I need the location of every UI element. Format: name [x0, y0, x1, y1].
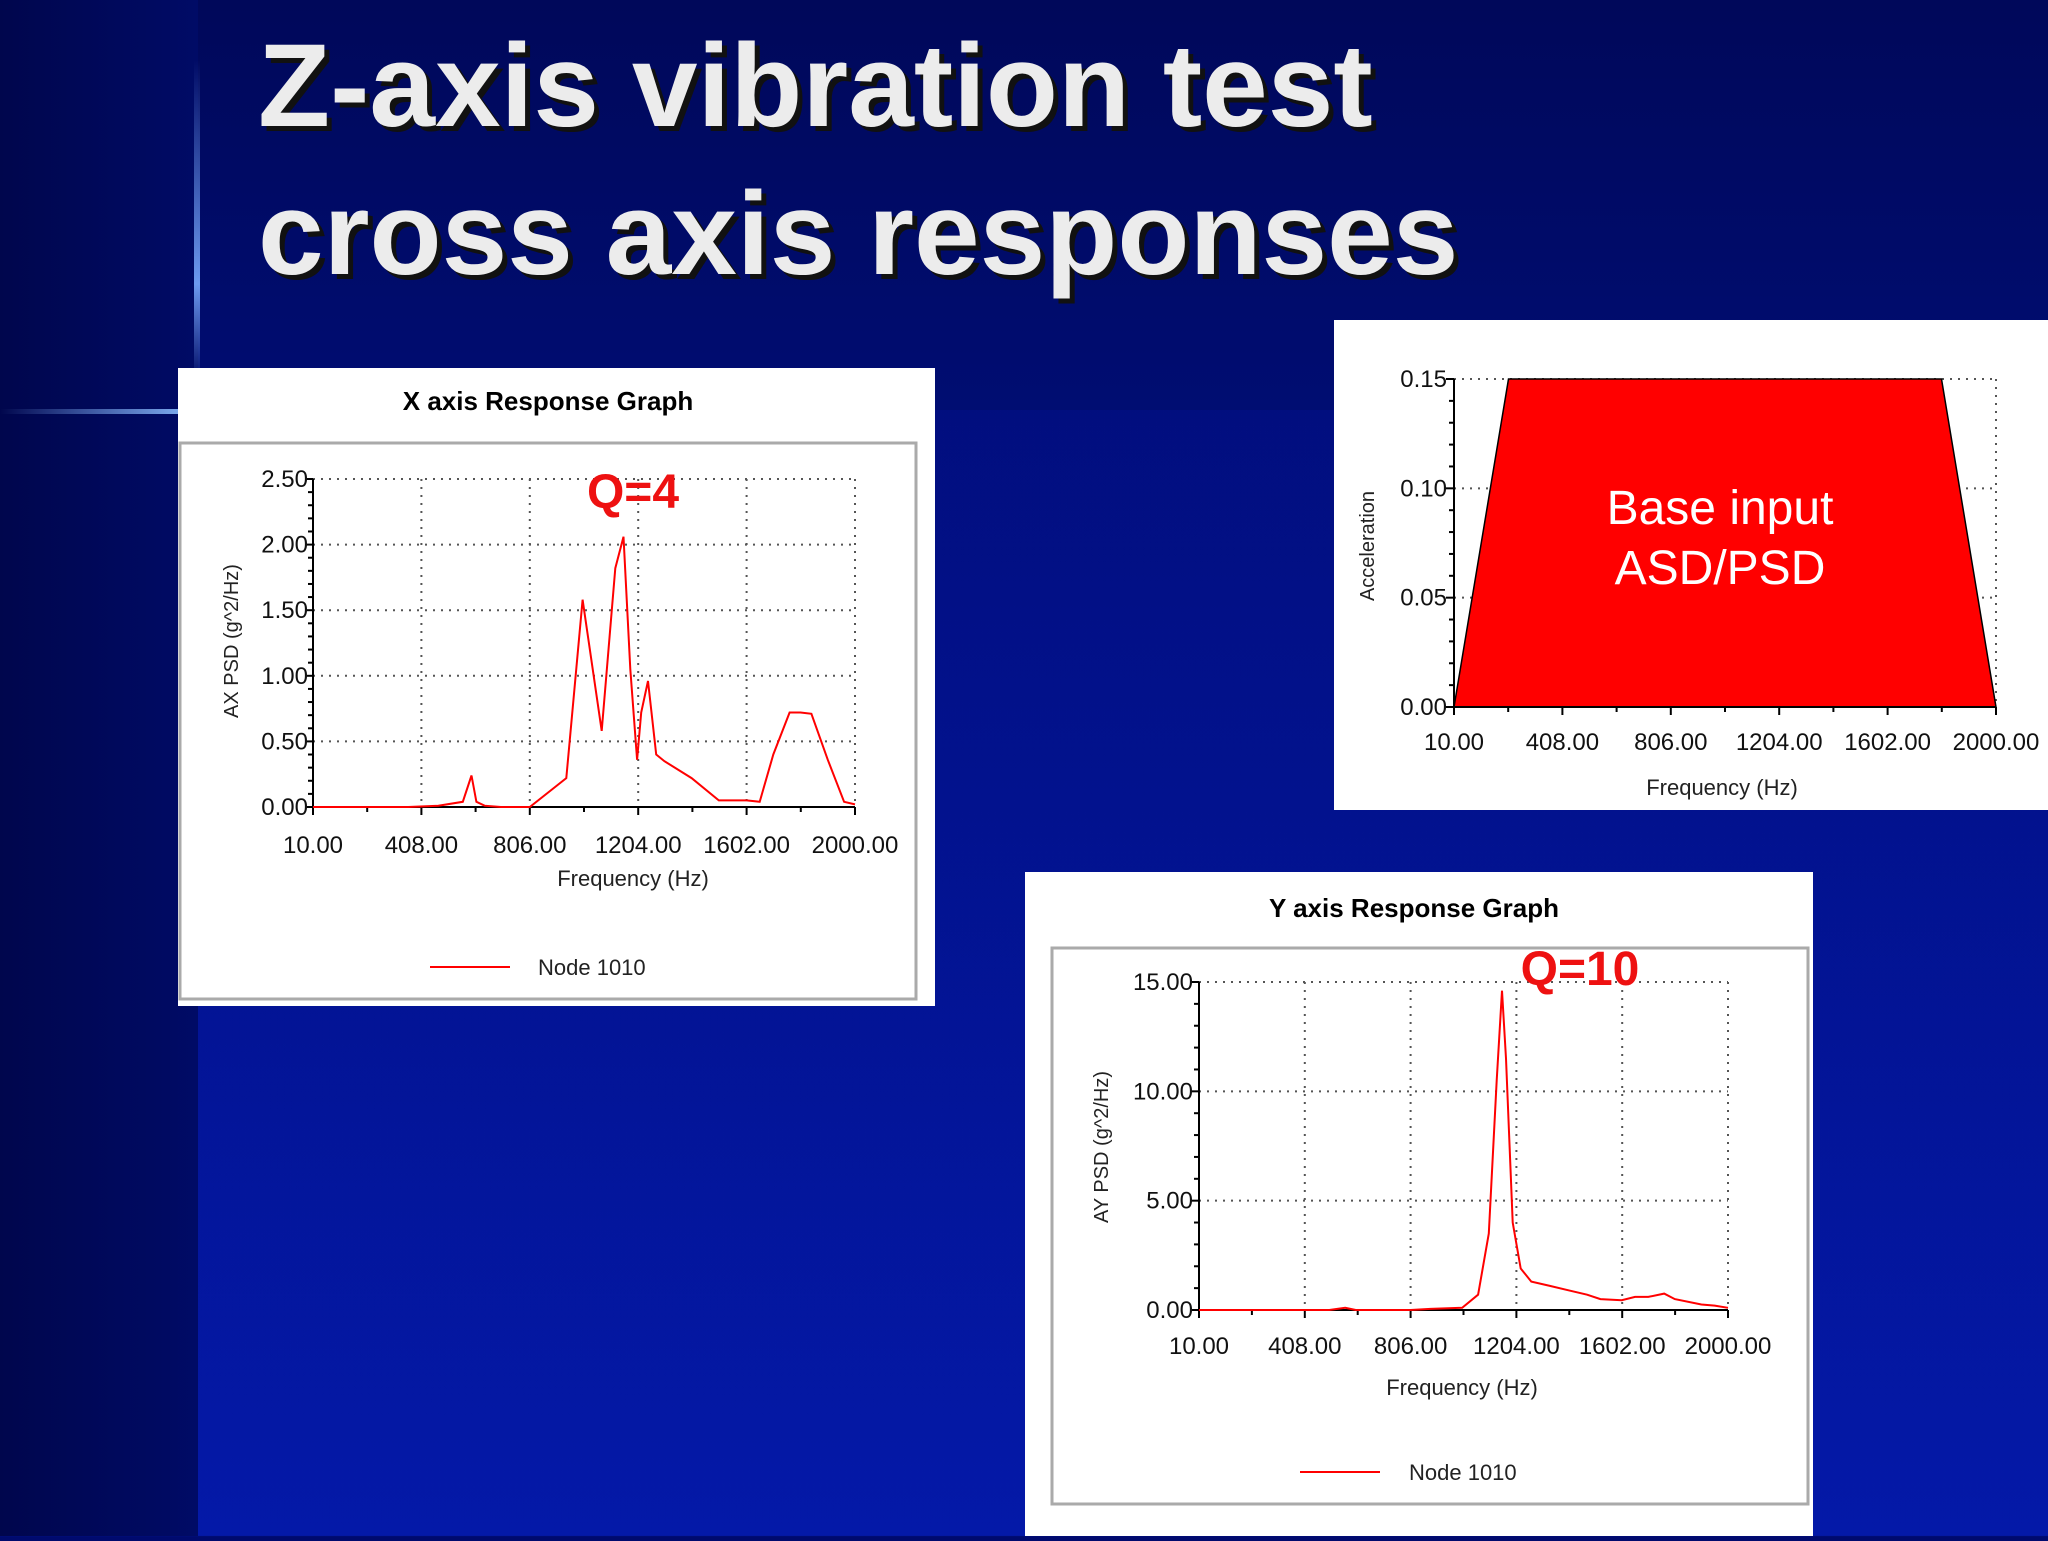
chart-label-line-1: Base input	[1607, 482, 1834, 535]
grid	[1199, 981, 1729, 1310]
decorative-glow-vertical	[194, 60, 200, 380]
x-tick-labels: 10.00 408.00 806.00 1204.00 1602.00 2000.00	[283, 832, 898, 859]
y-axis-label: AX PSD (g^2/Hz)	[221, 564, 243, 718]
q-annotation: Q=10	[1521, 943, 1640, 996]
base-input-chart-panel: 10.00 408.00 806.00 1204.00 1602.00 2000.00 0…	[1334, 320, 2048, 810]
x-tick-label: 1602.00	[1844, 729, 1931, 756]
x-tick-label: 2000.00	[1685, 1333, 1772, 1360]
x-tick-label: 408.00	[385, 832, 458, 859]
y-axis-chart: Y axis Response Graph 10.00 408.00 806.00 1…	[1050, 893, 1810, 1506]
y-axis-label: Acceleration	[1357, 491, 1379, 601]
chart-title: Y axis Response Graph	[1269, 893, 1559, 923]
x-tick-label: 10.00	[1424, 729, 1484, 756]
x-tick-label: 2000.00	[812, 832, 899, 859]
x-tick-label: 10.00	[1169, 1333, 1229, 1360]
x-tick-labels: 10.00 408.00 806.00 1204.00 1602.00 2000.00	[1424, 729, 2039, 756]
chart-frame-unused	[186, 443, 920, 1006]
x-tick-labels: 10.00 408.00 806.00 1204.00 1602.00 2000.00	[1169, 1333, 1771, 1360]
y-tick-label: 2.50	[261, 466, 308, 493]
series-line-node-1010	[313, 536, 856, 808]
series-line-node-1010	[1199, 990, 1729, 1311]
x-tick-label: 806.00	[1374, 1333, 1447, 1360]
x-tick-label: 408.00	[1526, 729, 1599, 756]
y-tick-label: 5.00	[1146, 1188, 1193, 1215]
y-tick-label: 0.05	[1400, 585, 1447, 612]
y-tick-label: 1.00	[261, 663, 308, 690]
x-tick-label: 806.00	[493, 832, 566, 859]
chart-title: X axis Response Graph	[403, 386, 693, 416]
y-tick-label: 0.00	[1400, 694, 1447, 721]
axes	[1191, 981, 1729, 1318]
x-axis-chart: X axis Response Graph 10.00 408.00 806.00 1…	[178, 386, 920, 1006]
y-tick-label: 0.15	[1400, 366, 1447, 393]
x-axis-label: Frequency (Hz)	[557, 866, 709, 891]
slide-title-line-1: Z-axis vibration test	[258, 20, 1373, 152]
x-axis-label: Frequency (Hz)	[1646, 775, 1798, 800]
y-tick-label: 0.00	[261, 794, 308, 821]
plot-frame	[1050, 946, 1810, 1506]
x-tick-label: 1602.00	[1579, 1333, 1666, 1360]
chart-label-line-2: ASD/PSD	[1615, 542, 1826, 595]
axes	[1446, 378, 1997, 715]
y-tick-label: 0.10	[1400, 475, 1447, 502]
x-tick-label: 1602.00	[703, 832, 790, 859]
x-tick-label: 10.00	[283, 832, 343, 859]
x-axis-label: Frequency (Hz)	[1386, 1375, 1538, 1400]
x-tick-label: 1204.00	[1736, 729, 1823, 756]
legend-label: Node 1010	[538, 955, 646, 980]
x-tick-label: 1204.00	[595, 832, 682, 859]
decorative-glow-horizontal	[0, 409, 260, 414]
slide-left-band	[0, 0, 198, 1536]
base-input-chart: 10.00 408.00 806.00 1204.00 1602.00 2000.00 0…	[1357, 366, 2039, 800]
x-tick-label: 2000.00	[1953, 729, 2040, 756]
axes	[305, 478, 856, 815]
y-tick-label: 0.50	[261, 728, 308, 755]
y-axis-chart-panel: Y axis Response Graph 10.00 408.00 806.00 1…	[1025, 872, 1813, 1536]
plot-frame	[178, 441, 918, 1001]
y-axis-label: AY PSD (g^2/Hz)	[1091, 1071, 1113, 1223]
y-tick-label: 2.00	[261, 532, 308, 559]
slide-title: Z-axis vibration test cross axis respons…	[258, 12, 1458, 308]
y-tick-label: 10.00	[1133, 1078, 1193, 1105]
x-tick-label: 408.00	[1268, 1333, 1341, 1360]
x-axis-chart-panel: X axis Response Graph 10.00 408.00 806.00 1…	[178, 368, 935, 1006]
q-annotation: Q=4	[587, 466, 679, 519]
y-tick-label: 1.50	[261, 597, 308, 624]
y-tick-label: 0.00	[1146, 1297, 1193, 1324]
y-tick-labels: 0.00 0.50 1.00 1.50 2.00 2.50	[261, 466, 308, 821]
legend-label: Node 1010	[1409, 1460, 1517, 1485]
y-tick-labels: 0.00 5.00 10.00 15.00	[1133, 969, 1193, 1324]
grid	[313, 478, 856, 807]
x-tick-label: 806.00	[1634, 729, 1707, 756]
y-tick-label: 15.00	[1133, 969, 1193, 996]
x-tick-label: 1204.00	[1473, 1333, 1560, 1360]
slide-title-line-2: cross axis responses	[258, 168, 1459, 300]
y-tick-labels: 0.00 0.05 0.10 0.15	[1400, 366, 1447, 721]
